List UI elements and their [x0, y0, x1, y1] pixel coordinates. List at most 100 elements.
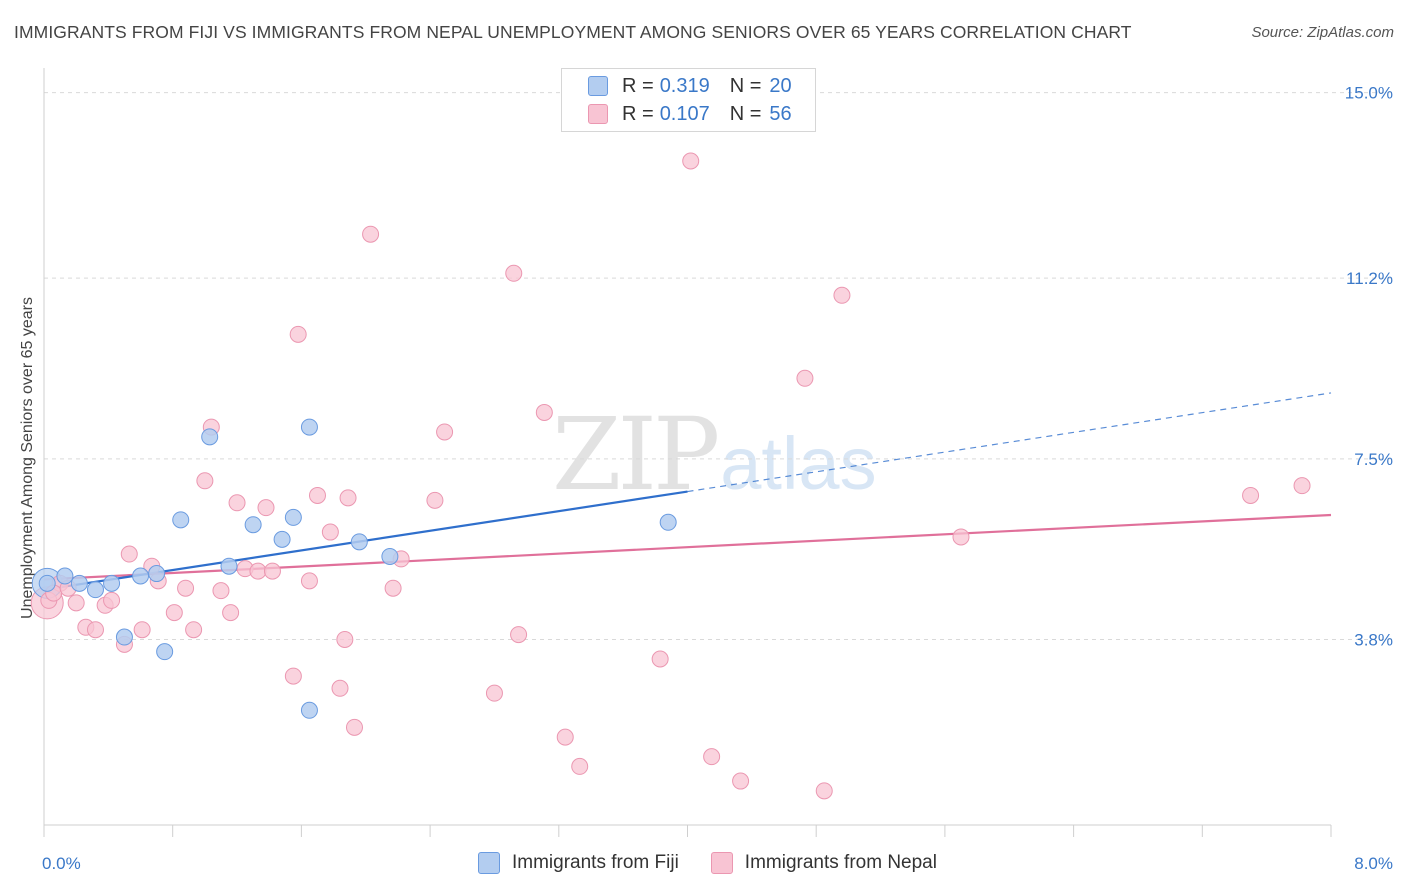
legend-item-nepal[interactable]: Immigrants from Nepal: [710, 852, 937, 874]
fiji-trend-extension: [687, 392, 1332, 493]
legend-row-nepal: R = 0.107 N = 56: [588, 101, 792, 127]
legend-n-value: 56: [769, 102, 792, 125]
legend-r-label: R =: [622, 102, 654, 125]
watermark-zip: ZIP: [552, 396, 720, 513]
nepal-point: [67, 594, 85, 612]
fiji-point: [156, 643, 174, 661]
fiji-point: [70, 574, 88, 592]
gridlines: [44, 92, 1391, 640]
fiji-point: [220, 557, 238, 575]
nepal-point: [1242, 486, 1260, 504]
nepal-point: [212, 582, 230, 600]
legend-item-fiji[interactable]: Immigrants from Fiji: [478, 852, 679, 874]
nepal-point: [510, 626, 528, 644]
legend-r-value: 0.319: [659, 74, 710, 97]
legend-row-fiji: R = 0.319 N = 20: [588, 73, 792, 99]
fiji-point: [350, 533, 368, 551]
nepal-swatch-icon: [588, 104, 608, 124]
nepal-point: [952, 528, 970, 546]
fiji-swatch-icon: [478, 852, 500, 874]
tick-labels: 3.8% 7.5% 11.2% 15.0% 0.0% 8.0%: [42, 84, 1393, 873]
fiji-point: [300, 418, 318, 436]
fiji-point: [244, 516, 262, 534]
series-legend: Immigrants from Fiji Immigrants from Nep…: [478, 852, 969, 874]
data-points: [30, 152, 1311, 800]
nepal-point: [682, 152, 700, 170]
nepal-point: [133, 621, 151, 639]
nepal-point: [86, 621, 104, 639]
nepal-point: [485, 684, 503, 702]
zipatlas-watermark: ZIPatlas: [552, 396, 877, 513]
nepal-point: [120, 545, 138, 563]
nepal-point: [300, 572, 318, 590]
fiji-point: [56, 567, 74, 585]
fiji-point: [86, 581, 104, 599]
nepal-point: [426, 491, 444, 509]
nepal-point: [796, 369, 814, 387]
nepal-point: [222, 604, 240, 622]
x-tick-label: 0.0%: [42, 854, 81, 873]
nepal-point: [815, 782, 833, 800]
nepal-point: [336, 630, 354, 648]
axes: [43, 68, 1332, 837]
nepal-point: [196, 472, 214, 490]
nepal-point: [535, 403, 553, 421]
fiji-point: [103, 574, 121, 592]
y-tick-label: 15.0%: [1345, 84, 1393, 103]
nepal-point: [362, 225, 380, 243]
nepal-point: [185, 621, 203, 639]
fiji-point: [300, 701, 318, 719]
nepal-point: [331, 679, 349, 697]
legend-r-label: R =: [622, 74, 654, 97]
nepal-point: [732, 772, 750, 790]
nepal-point: [833, 286, 851, 304]
nepal-point: [1293, 477, 1311, 495]
legend-r-value: 0.107: [659, 102, 710, 125]
nepal-point: [436, 423, 454, 441]
fiji-point: [201, 428, 219, 446]
watermark-atlas: atlas: [720, 422, 877, 505]
nepal-point: [177, 579, 195, 597]
fiji-point: [381, 547, 399, 565]
nepal-point: [384, 579, 402, 597]
nepal-point: [308, 486, 326, 504]
legend-label-fiji: Immigrants from Fiji: [512, 852, 679, 873]
nepal-point: [263, 562, 281, 580]
x-tick-label: 8.0%: [1354, 854, 1393, 873]
nepal-swatch-icon: [710, 852, 733, 874]
correlation-legend: R = 0.319 N = 20 R = 0.107 N = 56: [561, 68, 816, 132]
nepal-point: [651, 650, 669, 668]
nepal-point: [339, 489, 357, 507]
nepal-point: [345, 718, 363, 736]
fiji-point: [115, 628, 133, 646]
fiji-point: [38, 574, 56, 592]
nepal-point: [103, 591, 121, 609]
fiji-point: [148, 565, 166, 583]
fiji-point: [132, 567, 150, 585]
chart-title: IMMIGRANTS FROM FIJI VS IMMIGRANTS FROM …: [14, 22, 1132, 42]
fiji-point: [659, 513, 677, 531]
nepal-point: [289, 325, 307, 343]
legend-n-label: N =: [729, 102, 762, 125]
y-tick-label: 11.2%: [1346, 269, 1393, 288]
trend-lines: [43, 392, 1332, 591]
y-tick-label: 3.8%: [1354, 630, 1393, 649]
legend-n-label: N =: [729, 74, 762, 97]
nepal-point: [703, 748, 721, 766]
nepal-point: [556, 728, 574, 746]
legend-label-nepal: Immigrants from Nepal: [744, 852, 937, 873]
y-tick-label: 7.5%: [1354, 450, 1393, 469]
source-label: Source: ZipAtlas.com: [1251, 24, 1394, 41]
nepal-point: [505, 264, 523, 282]
legend-n-value: 20: [769, 74, 792, 97]
nepal-point: [165, 604, 183, 622]
fiji-point: [284, 508, 302, 526]
nepal-point: [257, 499, 275, 517]
nepal-point: [321, 523, 339, 541]
nepal-point: [284, 667, 302, 685]
fiji-point: [273, 530, 291, 548]
fiji-point: [172, 511, 190, 529]
fiji-swatch-icon: [588, 76, 608, 96]
nepal-point: [249, 562, 267, 580]
